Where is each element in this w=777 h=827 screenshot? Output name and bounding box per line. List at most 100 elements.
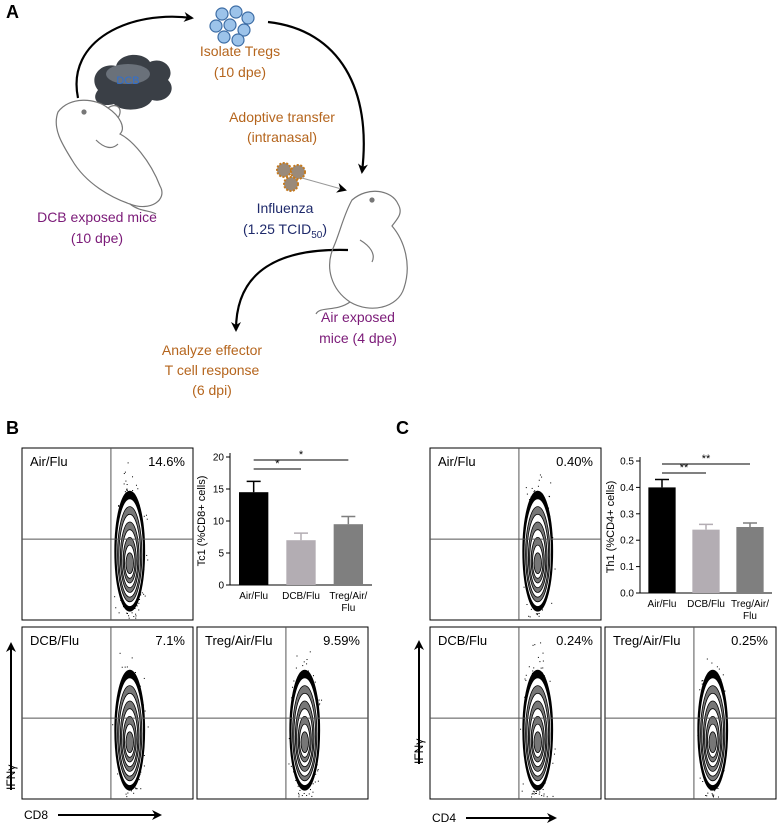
event-dot [521,790,523,792]
event-dot [532,670,534,672]
event-dot [299,789,301,791]
percent-label: 9.59% [323,633,360,648]
event-dot [126,489,128,491]
event-dot [532,644,534,646]
event-dot [312,675,314,677]
event-dot [133,616,135,618]
event-dot [138,779,140,781]
error-bar [655,478,669,488]
event-dot [134,608,136,610]
event-dot [314,781,316,783]
event-dot [143,593,145,595]
event-dot [146,518,148,520]
percent-label: 7.1% [155,633,185,648]
contour [300,731,309,753]
event-dot [140,788,142,790]
event-dot [540,667,542,669]
event-dot [317,769,319,771]
arrow [75,12,194,99]
event-dot [538,479,540,481]
event-dot [712,795,714,797]
diagram-text: Air exposed [321,309,395,325]
event-dot [699,777,701,779]
sample-label: DCB/Flu [438,633,487,648]
axis-title: CD4 [432,811,456,825]
plot-frame [429,626,602,800]
significance-label: * [299,449,304,461]
axis-title: IFNγ [412,739,426,764]
event-dot [524,678,526,680]
plot-frame [196,626,369,800]
event-dot [306,663,308,665]
error-bar [699,523,713,530]
event-dot [118,505,120,507]
event-dot [132,490,134,492]
event-dot [130,790,132,792]
panel-label: A [6,2,19,22]
event-dot [535,792,537,794]
event-dot [713,796,715,798]
event-dot [702,781,704,783]
event-dot [526,493,528,495]
event-dot [537,656,539,658]
event-dot [306,794,308,796]
event-dot [290,765,292,767]
event-dot [293,680,295,682]
event-dot [127,612,129,614]
x-tick-label: Air/Flu [648,599,677,610]
treg-cells [209,5,255,47]
event-dot [321,699,323,701]
event-dot [140,594,142,596]
event-dot [525,487,527,489]
event-dot [288,738,290,740]
event-dot [717,787,719,789]
event-dot [123,483,125,485]
event-dot [118,505,120,507]
sample-label: Air/Flu [30,454,68,469]
event-dot [549,496,551,498]
event-dot [295,779,297,781]
flow-plot: Air/Flu 14.6% [21,447,194,621]
diagram-text: T cell response [165,362,260,378]
event-dot [301,795,303,797]
event-dot [308,793,310,795]
event-dot [543,793,545,795]
event-dot [115,607,117,609]
diagram-text: DCB exposed mice [37,209,157,225]
event-dot [146,554,148,556]
percent-label: 0.40% [556,454,593,469]
event-dot [551,602,553,604]
event-dot [147,726,149,728]
event-dot [526,604,528,606]
influenza-particles [276,162,306,192]
event-dot [319,703,321,705]
event-dot [312,791,314,793]
event-dot [716,666,718,668]
event-dot [143,755,145,757]
event-dot [722,674,724,676]
event-dot [314,681,316,683]
mouse-sketch [55,99,163,215]
sample-label: Treg/Air/Flu [613,633,680,648]
event-dot [724,690,726,692]
event-dot [537,613,539,615]
event-dot [539,791,541,793]
event-dot [543,795,545,797]
significance-label: * [275,458,280,470]
plot-frame [429,447,602,621]
event-dot [309,789,311,791]
event-dot [528,666,530,668]
event-dot [317,770,319,772]
event-dot [136,605,138,607]
plot-frame [604,626,777,800]
y-tick-label: 0.3 [620,509,634,520]
event-dot [315,773,317,775]
event-dot [713,794,715,796]
plot-frame [21,447,194,621]
event-dot [141,592,143,594]
event-dot [533,793,535,795]
event-dot [126,488,128,490]
event-dot [120,599,122,601]
event-dot [707,792,709,794]
